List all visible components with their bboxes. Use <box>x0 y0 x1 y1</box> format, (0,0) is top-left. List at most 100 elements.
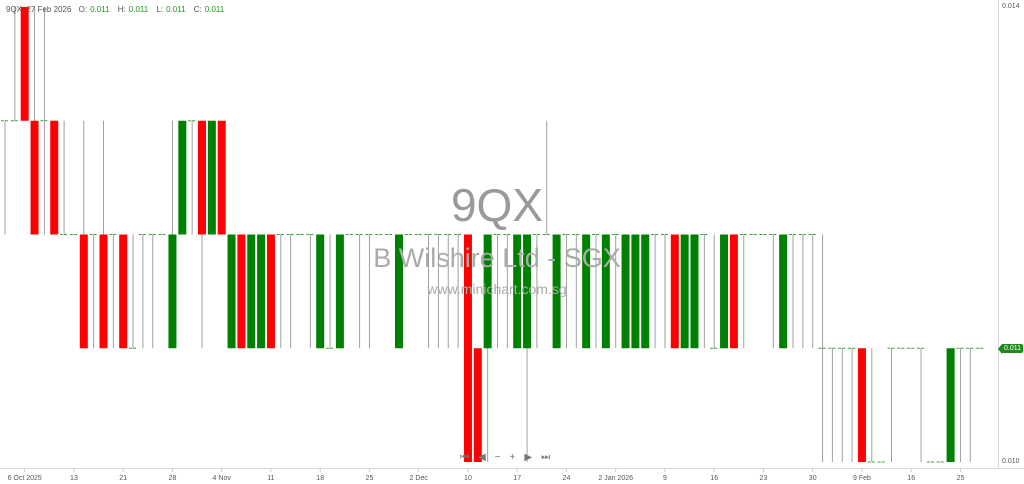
scroll-forward-button[interactable]: ▶ <box>524 452 533 463</box>
x-tick-label: 9 Feb <box>853 475 871 482</box>
close-value: 0.011 <box>204 5 225 14</box>
candle <box>818 234 827 462</box>
candle <box>119 234 128 349</box>
candle <box>690 234 699 349</box>
candle <box>247 234 256 349</box>
last-price-tag: 0.011 <box>998 344 1023 354</box>
candle <box>670 234 679 349</box>
close-label: C: <box>193 5 202 14</box>
candle-body-up <box>168 234 177 349</box>
candle <box>138 234 147 349</box>
x-tick-label: 2 Jan 2026 <box>598 475 633 482</box>
candle-body-down <box>857 348 866 462</box>
candle <box>326 234 335 349</box>
candle-body-down <box>198 120 206 235</box>
candle-body-down <box>266 234 275 349</box>
candle <box>493 234 502 349</box>
candle <box>857 348 866 462</box>
candle <box>60 120 69 235</box>
go-first-button[interactable]: ⏮ <box>460 452 469 463</box>
candle <box>917 347 926 462</box>
candle-body-up <box>207 120 216 235</box>
zoom-in-button[interactable]: + <box>509 452 516 463</box>
candle <box>798 234 807 349</box>
candle-body-down <box>119 234 128 349</box>
chart-navigation: ⏮ ◀ − + ▶ ⏭ <box>460 452 550 463</box>
candle-body-up <box>720 234 729 349</box>
candle-body-up <box>178 120 187 235</box>
candle <box>966 347 975 462</box>
candle <box>867 348 876 463</box>
candle <box>168 120 177 349</box>
candle <box>582 234 591 349</box>
candle <box>424 234 433 349</box>
x-tick-label: 25 <box>957 475 965 482</box>
x-tick-label: 28 <box>169 475 177 482</box>
candle-body-up <box>601 234 610 349</box>
zoom-out-button[interactable]: − <box>494 452 501 463</box>
candle <box>660 234 669 349</box>
x-tick-label: 23 <box>760 475 768 482</box>
candle-body-up <box>513 234 522 349</box>
open-value: 0.011 <box>90 5 110 14</box>
candle <box>30 7 39 235</box>
candle <box>729 234 738 349</box>
x-tick-label: 24 <box>563 475 571 482</box>
candle-body-down <box>20 7 29 121</box>
candle-body-up <box>680 234 689 349</box>
candle-body-up <box>690 234 699 349</box>
low-label: L: <box>156 5 164 14</box>
candle <box>552 234 561 349</box>
candle <box>710 234 719 349</box>
symbol: 9QX <box>6 5 23 14</box>
low-value: 0.011 <box>166 5 186 14</box>
candle <box>483 234 492 462</box>
candle-body-down <box>463 234 472 462</box>
candle <box>257 234 266 349</box>
candle <box>207 120 216 235</box>
high-value: 0.011 <box>128 5 149 14</box>
candle <box>355 234 364 349</box>
candle <box>444 234 453 349</box>
x-tick-label: 25 <box>366 475 374 482</box>
candle <box>523 234 532 462</box>
candle <box>454 234 463 349</box>
candle <box>503 234 512 349</box>
candle <box>227 234 236 349</box>
x-tick-label: 11 <box>267 475 274 482</box>
candle-body-up <box>247 234 256 349</box>
candle <box>40 7 49 235</box>
candle <box>621 234 630 349</box>
x-tick-label: 2 Dec <box>410 475 429 482</box>
candle <box>838 347 847 462</box>
candles <box>1 7 985 463</box>
candle <box>848 347 857 462</box>
candle <box>739 234 748 349</box>
candle <box>286 234 295 349</box>
go-last-button[interactable]: ⏭ <box>541 452 551 463</box>
candle <box>188 120 197 235</box>
candle <box>769 234 778 349</box>
candle-body-up <box>227 234 236 349</box>
candle <box>217 120 226 235</box>
x-tick-label: 16 <box>710 475 718 482</box>
candle <box>611 234 620 349</box>
candle <box>562 234 571 349</box>
scroll-back-button[interactable]: ◀ <box>478 452 486 463</box>
x-axis-ticks: 6 Oct 2025 13 21 28 4 Nov 11 18 25 2 Dec 10 17 24 2 … <box>8 468 965 482</box>
y-tick-bottom: 0.010 <box>1002 458 1020 465</box>
candle <box>641 234 650 349</box>
candle-body-up <box>523 234 532 349</box>
x-tick-label: 10 <box>464 475 472 482</box>
candle-body-up <box>395 234 403 349</box>
candle-body-up <box>621 234 630 349</box>
candle-body-down <box>99 234 108 349</box>
candle <box>99 120 108 349</box>
x-tick-label: 18 <box>316 475 324 482</box>
candle <box>572 234 581 349</box>
candle <box>198 120 206 349</box>
x-tick-label: 30 <box>809 475 817 482</box>
candle <box>129 234 138 349</box>
candle <box>276 234 285 349</box>
